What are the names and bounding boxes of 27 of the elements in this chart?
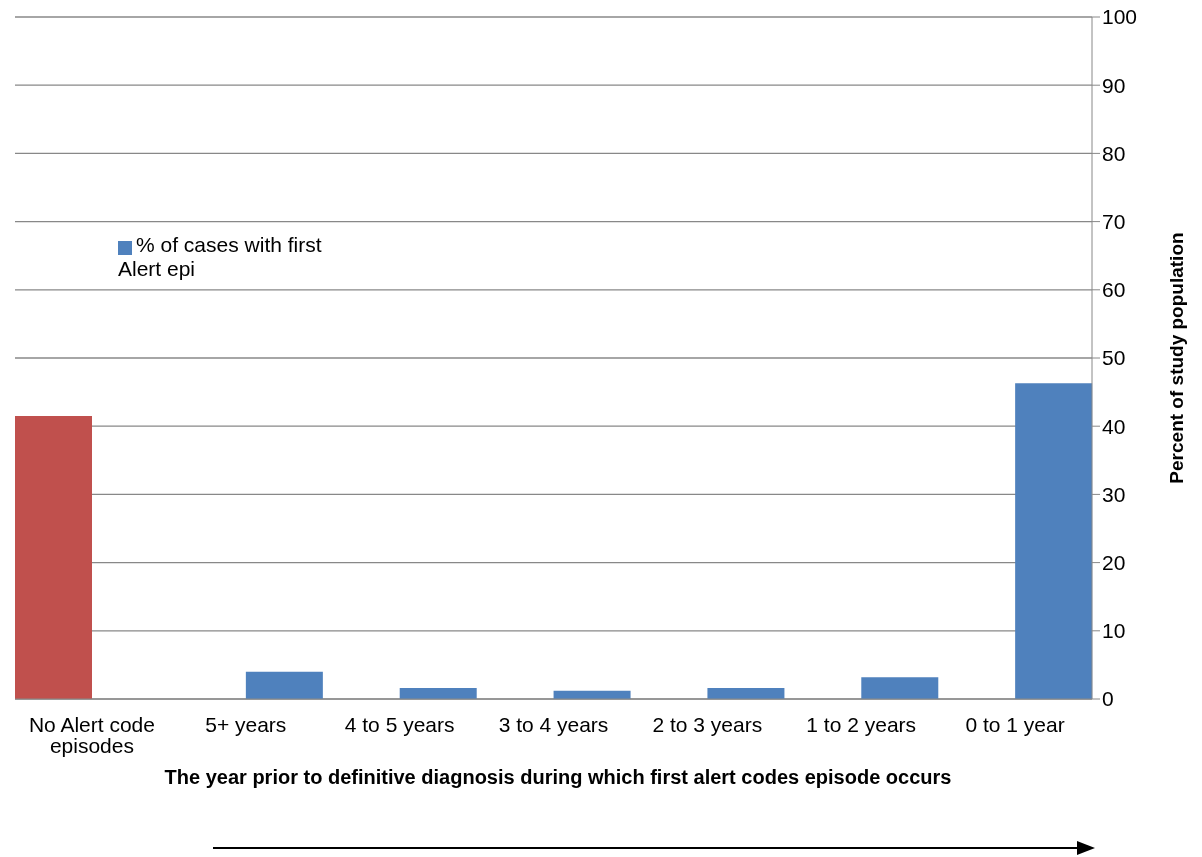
y-tick-label: 60	[1102, 278, 1126, 302]
y-tick-label: 30	[1102, 482, 1126, 506]
x-tick-label: 2 to 3 years	[652, 712, 763, 736]
x-tick-label: 3 to 4 years	[498, 712, 609, 736]
y-axis-title: Percent of study population	[1165, 232, 1187, 484]
x-tick-label: 4 to 5 years	[344, 712, 455, 736]
legend-label: % of cases with first Alert epi	[118, 233, 322, 280]
y-tick-label: 90	[1102, 73, 1126, 97]
bar	[245, 671, 323, 699]
x-tick-label: 0 to 1 year	[965, 712, 1065, 736]
y-tick-label: 10	[1102, 619, 1126, 643]
y-tick-label: 20	[1102, 551, 1126, 575]
x-axis-title: The year prior to definitive diagnosis during which first alert codes episode occurs	[163, 766, 953, 789]
x-tick-label: 5+ years	[205, 712, 287, 736]
y-tick-label: 80	[1102, 141, 1126, 165]
x-tick-label: No Alert code episodes	[28, 712, 155, 757]
y-tick-label: 70	[1102, 210, 1126, 234]
y-tick-label: 100	[1102, 5, 1138, 29]
y-tick-label: 50	[1102, 346, 1126, 370]
bar	[399, 688, 477, 699]
bar	[707, 688, 785, 699]
x-tick-label: 1 to 2 years	[806, 712, 917, 736]
bar	[15, 415, 92, 699]
y-tick-label: 40	[1102, 414, 1126, 438]
y-tick-label: 0	[1102, 687, 1114, 711]
bar	[861, 677, 939, 699]
bar	[1015, 383, 1093, 699]
